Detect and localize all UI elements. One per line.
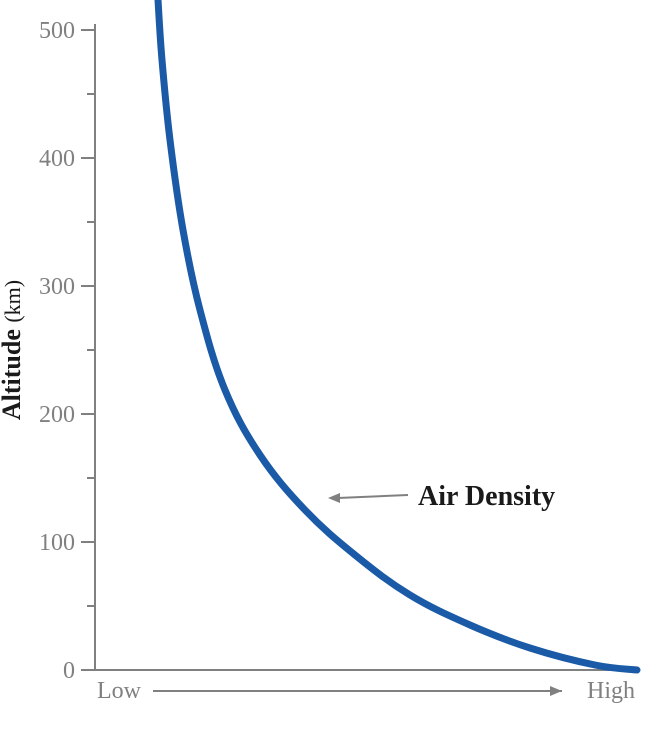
y-tick-label: 400 xyxy=(39,146,75,172)
y-tick-label: 500 xyxy=(39,18,75,44)
y-tick-label: 100 xyxy=(39,530,75,556)
y-tick-label: 300 xyxy=(39,274,75,300)
y-axis-title: Altitude (km) xyxy=(0,280,26,420)
y-tick-label: 200 xyxy=(39,402,75,428)
y-tick-label: 0 xyxy=(63,658,75,684)
chart-bg xyxy=(0,0,671,734)
altitude-density-chart: 0 100 200 300 400 500 Altitude (km) Low High Air … xyxy=(0,0,671,734)
y-axis-title-group: Altitude (km) xyxy=(0,280,26,420)
chart-svg: 0 100 200 300 400 500 Altitude (km) Low High Air … xyxy=(0,0,671,734)
annotation-text: Air Density xyxy=(418,481,555,512)
x-label-low: Low xyxy=(97,678,142,704)
x-label-high: High xyxy=(587,678,635,704)
